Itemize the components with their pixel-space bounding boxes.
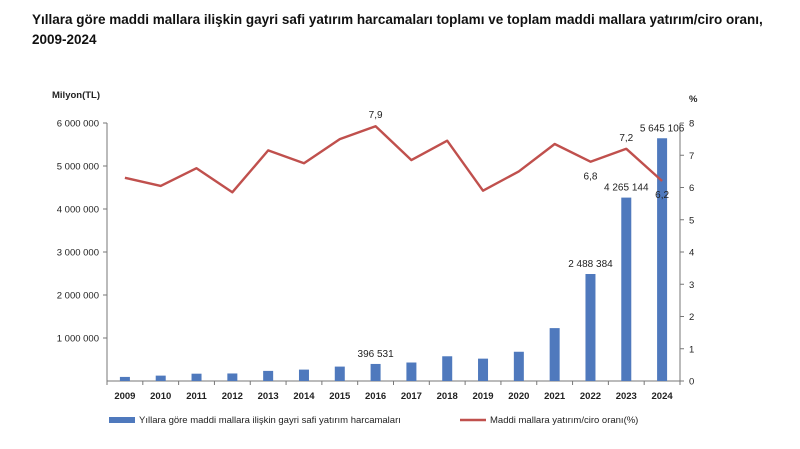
bar bbox=[549, 328, 560, 381]
bar bbox=[657, 138, 668, 381]
bar bbox=[478, 358, 489, 381]
x-tick-label: 2017 bbox=[401, 391, 422, 402]
x-tick-label: 2022 bbox=[580, 391, 601, 402]
x-tick-label: 2018 bbox=[437, 391, 458, 402]
bar bbox=[406, 362, 417, 381]
ratio-line bbox=[124, 124, 663, 194]
bar bbox=[513, 351, 524, 381]
x-tick-label: 2013 bbox=[258, 391, 279, 402]
bar-data-label: 396 531 bbox=[358, 349, 395, 360]
y-right-tick-label: 0 bbox=[689, 377, 694, 388]
y-right-tick-label: 4 bbox=[689, 248, 694, 259]
x-tick-label: 2021 bbox=[544, 391, 566, 402]
line-data-label: 7,2 bbox=[619, 133, 633, 144]
y-right-axis-label: % bbox=[689, 94, 698, 105]
bar bbox=[621, 197, 632, 381]
bar bbox=[442, 356, 453, 381]
bar bbox=[119, 376, 130, 381]
bar bbox=[585, 273, 596, 381]
x-tick-label: 2015 bbox=[329, 391, 351, 402]
x-tick-label: 2014 bbox=[293, 391, 315, 402]
bar bbox=[370, 363, 381, 381]
bar-data-label: 2 488 384 bbox=[568, 259, 613, 270]
y-right-tick-label: 8 bbox=[689, 119, 694, 130]
y-right-tick-label: 3 bbox=[689, 280, 694, 291]
bar bbox=[263, 370, 274, 381]
legend-label-bar: Yıllara göre maddi mallara ilişkin gayri… bbox=[139, 415, 401, 426]
y-right-tick-label: 6 bbox=[689, 183, 694, 194]
y-left-tick-label: 4 000 000 bbox=[57, 205, 99, 216]
legend: Yıllara göre maddi mallara ilişkin gayri… bbox=[109, 415, 638, 426]
y-left-tick-label: 5 000 000 bbox=[57, 162, 99, 173]
x-tick-label: 2019 bbox=[472, 391, 493, 402]
x-tick-label: 2016 bbox=[365, 391, 386, 402]
y-right-tick-label: 7 bbox=[689, 151, 694, 162]
chart-title: Yıllara göre maddi mallara ilişkin gayri… bbox=[32, 12, 763, 47]
x-tick-label: 2023 bbox=[616, 391, 637, 402]
line-data-label: 6,2 bbox=[655, 190, 669, 201]
bar bbox=[227, 373, 238, 381]
axes: 1 000 000 2 000 000 3 000 000 4 000 000 5 00… bbox=[52, 90, 698, 402]
bar-series bbox=[119, 138, 668, 381]
x-tick-label: 2010 bbox=[150, 391, 171, 402]
y-right-tick-label: 1 bbox=[689, 344, 694, 355]
bar-data-label: 4 265 144 bbox=[604, 183, 649, 194]
x-tick-label: 2009 bbox=[114, 391, 135, 402]
bar bbox=[334, 366, 345, 381]
line-data-label: 6,8 bbox=[584, 172, 598, 183]
y-right-tick-label: 2 bbox=[689, 312, 694, 323]
line-series bbox=[124, 124, 663, 194]
x-tick-label: 2011 bbox=[186, 391, 207, 402]
line-data-label: 7,9 bbox=[369, 110, 383, 121]
legend-swatch-bar bbox=[109, 417, 135, 423]
y-left-axis-label: Milyon(TL) bbox=[52, 90, 100, 101]
data-labels: 396 531 2 488 384 4 265 144 5 645 106 7,9 6,8… bbox=[358, 110, 685, 360]
x-tick-label: 2024 bbox=[652, 391, 674, 402]
y-left-tick-label: 2 000 000 bbox=[57, 291, 99, 302]
bar-data-label: 5 645 106 bbox=[640, 123, 685, 134]
y-left-tick-label: 6 000 000 bbox=[57, 119, 99, 130]
bar bbox=[298, 369, 309, 381]
legend-label-line: Maddi mallara yatırım/ciro oranı(%) bbox=[490, 415, 638, 426]
y-left-tick-label: 3 000 000 bbox=[57, 248, 99, 259]
x-tick-label: 2020 bbox=[508, 391, 529, 402]
y-left-tick-label: 1 000 000 bbox=[57, 334, 99, 345]
x-tick-label: 2012 bbox=[222, 391, 243, 402]
y-right-tick-label: 5 bbox=[689, 215, 694, 226]
bar bbox=[191, 373, 202, 381]
bar bbox=[155, 375, 166, 381]
